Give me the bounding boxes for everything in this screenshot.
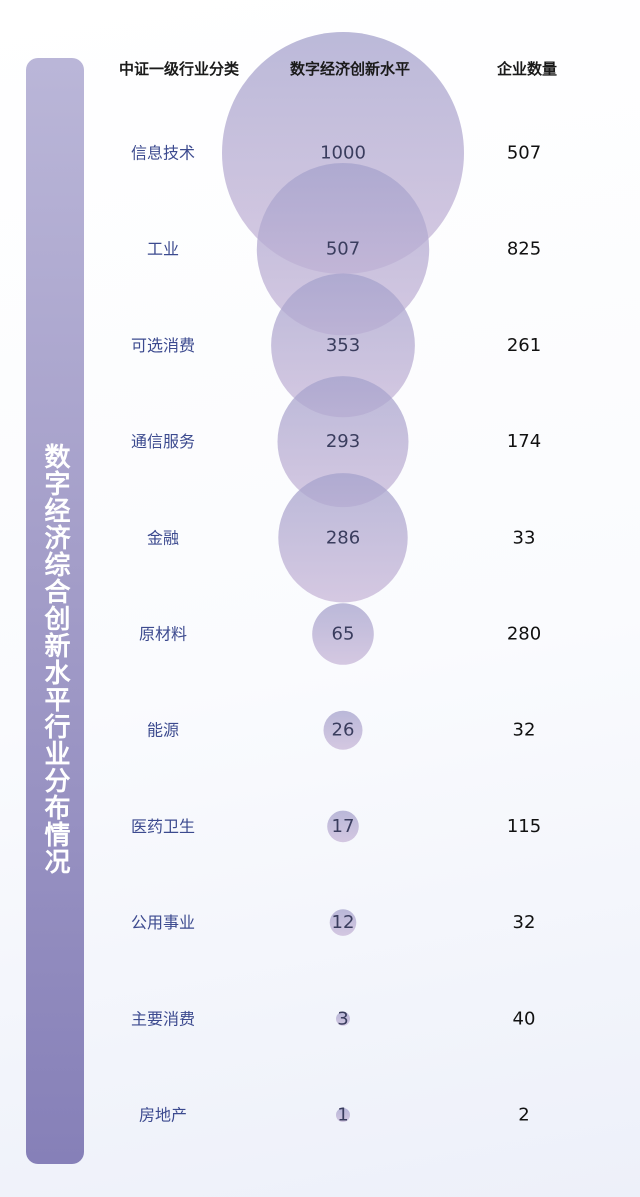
innovation-bubble: [329, 909, 357, 936]
company-count-label: 280: [507, 624, 541, 645]
innovation-value-label: 507: [326, 239, 360, 260]
category-label: 医药卫生: [131, 817, 195, 836]
category-label: 公用事业: [131, 913, 195, 932]
innovation-bubble: [278, 473, 408, 603]
innovation-value-label: 353: [326, 335, 360, 356]
company-count-label: 2: [518, 1105, 529, 1126]
category-label: 通信服务: [131, 432, 195, 451]
innovation-value-label: 12: [332, 912, 355, 933]
category-label: 能源: [147, 721, 179, 740]
innovation-value-label: 1: [337, 1105, 348, 1126]
innovation-value-label: 65: [332, 624, 355, 645]
category-label: 可选消费: [131, 336, 195, 355]
innovation-value-label: 26: [332, 720, 355, 741]
chart-title: 数字经济综合创新水平行业分布情况: [40, 443, 70, 875]
company-count-label: 507: [507, 143, 541, 164]
innovation-bubble: [336, 1011, 350, 1026]
title-bar: 数字经济综合创新水平行业分布情况: [26, 58, 84, 1164]
innovation-bubble: [312, 603, 374, 665]
category-label: 金融: [147, 528, 179, 547]
innovation-value-label: 293: [326, 431, 360, 452]
header-innovation: 数字经济创新水平: [290, 60, 411, 78]
company-count-label: 40: [513, 1008, 536, 1029]
company-count-label: 825: [507, 239, 541, 260]
category-label: 信息技术: [131, 144, 195, 163]
innovation-bubble: [323, 710, 363, 750]
innovation-bubble: [336, 1108, 350, 1122]
company-count-label: 261: [507, 335, 541, 356]
company-count-label: 115: [507, 816, 541, 837]
header-category: 中证一级行业分类: [119, 60, 240, 78]
company-count-label: 33: [513, 527, 536, 548]
innovation-value-label: 1000: [320, 143, 366, 164]
innovation-bubble: [327, 810, 359, 843]
innovation-value-label: 286: [326, 527, 360, 548]
category-label: 房地产: [139, 1106, 187, 1125]
company-count-label: 174: [507, 431, 541, 452]
innovation-value-label: 3: [337, 1008, 348, 1029]
category-label: 原材料: [139, 625, 187, 644]
company-count-label: 32: [513, 720, 536, 741]
header-count: 企业数量: [497, 60, 558, 78]
category-label: 工业: [147, 240, 179, 259]
innovation-value-label: 17: [332, 816, 355, 837]
innovation-bubble: [271, 273, 415, 418]
innovation-bubble: [277, 376, 409, 508]
company-count-label: 32: [513, 912, 536, 933]
category-label: 主要消费: [131, 1009, 195, 1028]
